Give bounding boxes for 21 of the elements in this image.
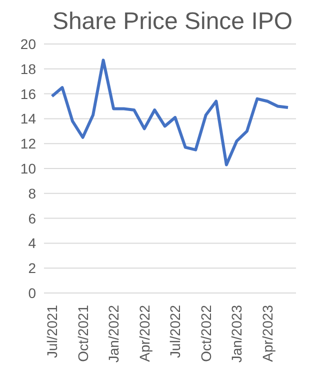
y-tick-label: 18 xyxy=(20,60,36,77)
y-tick-label: 12 xyxy=(20,136,36,152)
x-tick-label: Oct/2022 xyxy=(198,304,214,362)
y-tick-label: 16 xyxy=(20,86,36,102)
y-tick-label: 20 xyxy=(20,36,36,52)
x-tick-label: Apr/2023 xyxy=(259,304,276,362)
x-tick-label: Apr/2022 xyxy=(136,304,152,362)
y-tick-label: 6 xyxy=(28,210,36,226)
y-tick-label: 14 xyxy=(20,110,36,127)
chart-title: Share Price Since IPO xyxy=(51,8,294,36)
y-tick-label: 0 xyxy=(28,284,36,301)
y-tick-label: 8 xyxy=(28,185,36,202)
x-tick-label: Jul/2022 xyxy=(167,304,184,358)
x-tick-label: Jul/2021 xyxy=(44,304,60,358)
line-series xyxy=(50,58,290,166)
y-tick-label: 4 xyxy=(28,235,36,252)
x-tick-label: Jan/2022 xyxy=(106,304,122,363)
y-tick-label: 2 xyxy=(28,260,36,276)
y-tick-label: 10 xyxy=(20,160,36,176)
x-tick-label: Jan/2023 xyxy=(228,304,245,363)
x-tick-label: Oct/2021 xyxy=(74,304,91,362)
